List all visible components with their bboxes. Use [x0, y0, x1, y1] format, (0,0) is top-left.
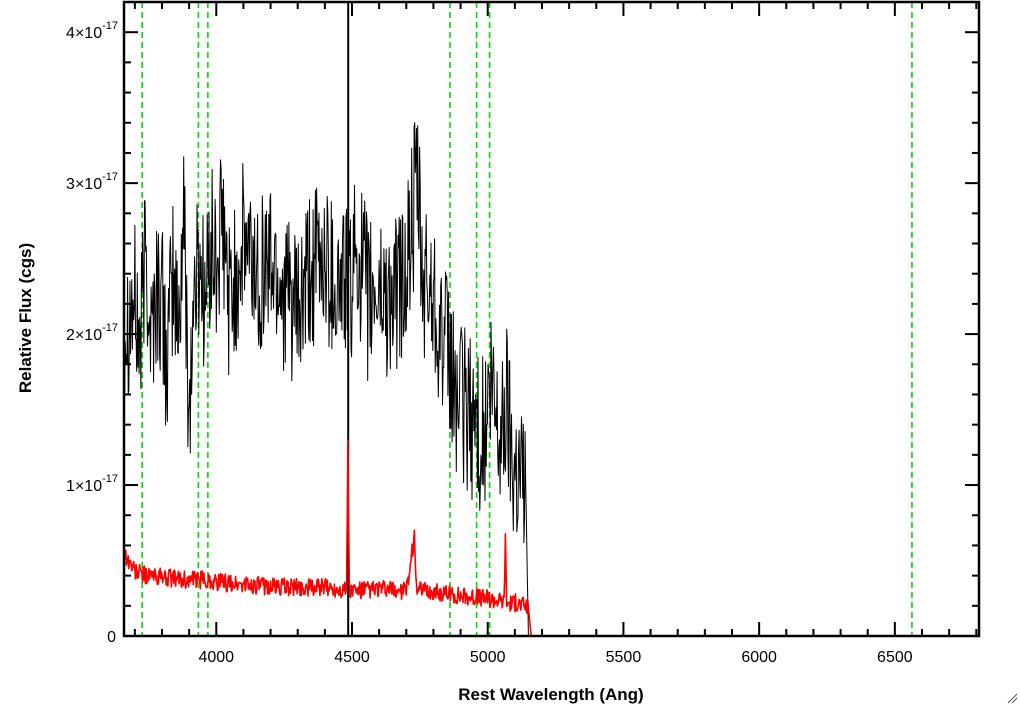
spectrum-line [123, 122, 529, 637]
y-tick-label: 0 [107, 629, 116, 646]
x-tick-label: 6000 [741, 649, 777, 666]
plot-axes [122, 0, 981, 638]
x-tick-label: 4500 [334, 649, 370, 666]
resize-grip-icon[interactable] [1006, 692, 1018, 704]
error-spectrum-line [123, 439, 980, 637]
plot-frame [122, 0, 981, 638]
x-tick-label: 5500 [606, 649, 642, 666]
y-axis-title: Relative Flux (cgs) [16, 243, 35, 393]
y-tick-label: 4×10-17 [66, 20, 118, 42]
x-tick-label: 6500 [877, 649, 913, 666]
x-tick-label: 4000 [198, 649, 234, 666]
y-tick-label: 2×10-17 [66, 322, 118, 344]
x-axis-title: Rest Wavelength (Ang) [458, 685, 643, 704]
y-tick-label: 3×10-17 [66, 171, 118, 193]
spectrum-series [123, 122, 980, 637]
y-tick-label: 1×10-17 [66, 473, 118, 495]
tick-labels: 4000 4500 5000 5500 6000 6500 0 1×10-17 2×10-17 3… [66, 20, 913, 666]
x-tick-label: 5000 [470, 649, 506, 666]
